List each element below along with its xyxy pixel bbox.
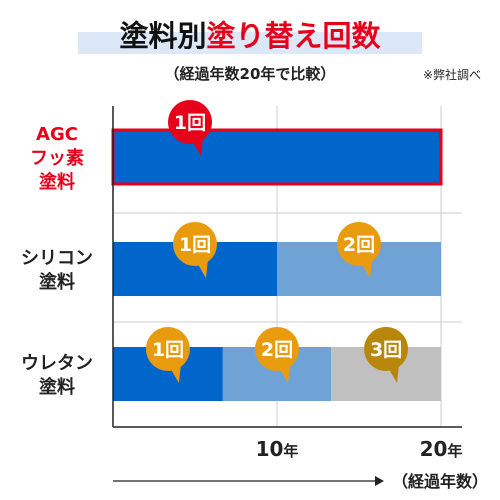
category-label-1: シリコン塗料 [21, 248, 93, 293]
category-label-0-line-1: フッ素 [30, 148, 84, 169]
x-tick-label-1: 20年 [420, 437, 463, 461]
badge-row-2-seg-0: 1回 [145, 327, 190, 383]
badge-row-0-seg-0: 1回 [168, 100, 212, 156]
badge-row-0-seg-0-label: 1回 [174, 112, 206, 134]
title-band [78, 32, 422, 54]
category-label-2-line-0: ウレタン [21, 353, 93, 374]
badge-row-1-seg-1-label: 2回 [343, 234, 375, 256]
badge-row-1-seg-0-label: 1回 [179, 234, 211, 256]
category-label-2: ウレタン塗料 [21, 353, 93, 398]
badge-row-1-seg-0: 1回 [173, 222, 217, 278]
badge-row-2-seg-0-label: 1回 [152, 339, 184, 361]
x-tick-label-number-0: 10 [256, 437, 284, 461]
badge-row-2-seg-1-label: 2回 [261, 339, 293, 361]
category-label-0-line-0: AGC [36, 124, 78, 145]
badge-row-2-seg-2-circle [364, 327, 409, 371]
chart-title-highlight: 塗り替え回数 [207, 19, 382, 53]
ticks-layer: 10年 20年 [256, 437, 463, 461]
badge-row-1-seg-1: 2回 [337, 222, 381, 278]
x-axis-arrow-head [375, 476, 384, 486]
badge-row-2-seg-2-label: 3回 [370, 339, 402, 361]
axis-layer: （経過年数） [112, 106, 488, 491]
x-axis-label: （経過年数） [392, 472, 488, 491]
chart-title-prefix: 塗料別 [119, 19, 206, 53]
badge-row-1-seg-1-circle [337, 222, 381, 266]
title-group: 塗料別塗り替え回数 （経過年数20年で比較） ※弊社調べ [78, 19, 481, 83]
x-tick-label-unit-1: 年 [447, 442, 462, 460]
category-label-0-line-2: 塗料 [39, 171, 75, 193]
badge-row-2-seg-1: 2回 [255, 327, 299, 383]
bar-row-0-seg-0 [113, 130, 441, 184]
x-tick-label-0: 10年 [256, 437, 299, 461]
category-label-2-line-1: 塗料 [39, 376, 75, 398]
category-label-0: AGC フッ素塗料 [30, 124, 84, 193]
badge-row-2-seg-2: 3回 [364, 327, 409, 383]
badge-row-2-seg-1-circle [255, 327, 299, 371]
x-tick-label-number-1: 20 [420, 437, 448, 461]
badge-row-0-seg-0-circle [168, 100, 212, 144]
x-tick-label-unit-0: 年 [283, 442, 298, 460]
chart-subtitle: （経過年数20年で比較） [165, 65, 336, 83]
badge-row-2-seg-0-circle [145, 327, 190, 371]
badge-row-1-seg-0-circle [173, 222, 217, 266]
chart-note: ※弊社調べ [423, 67, 481, 82]
category-label-1-line-0: シリコン [21, 248, 93, 269]
chart-title: 塗料別塗り替え回数 [119, 19, 381, 53]
category-label-1-line-1: 塗料 [39, 271, 75, 293]
badges-layer: 1回 2回 1回 2回 3回 1回 [145, 100, 409, 383]
